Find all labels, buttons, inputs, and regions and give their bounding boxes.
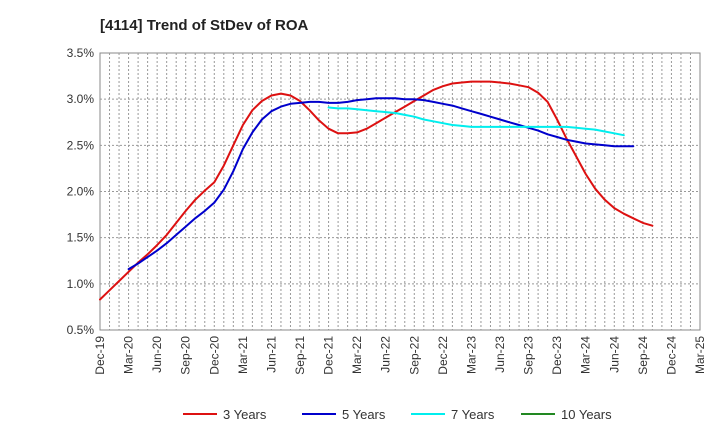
- chart-title: [4114] Trend of StDev of ROA: [100, 17, 309, 34]
- x-tick-label: Jun-21: [264, 336, 278, 373]
- x-tick-label: Mar-21: [236, 336, 250, 374]
- y-tick-label: 1.5%: [67, 231, 95, 245]
- series-lines: [99, 80, 654, 301]
- y-tick-label: 3.5%: [67, 46, 95, 60]
- y-tick-label: 0.5%: [67, 323, 95, 337]
- x-tick-label: Dec-19: [93, 336, 107, 375]
- x-tick-label: Jun-23: [493, 336, 507, 373]
- x-axis-ticks: Dec-19 Mar-20 Jun-20 Sep-20 Dec-20 Mar-21 Jun-…: [93, 336, 707, 375]
- x-tick-label: Sep-23: [522, 336, 536, 375]
- x-tick-label: Mar-25: [693, 336, 707, 374]
- x-tick-label: Mar-23: [464, 336, 478, 374]
- x-tick-label: Dec-22: [436, 336, 450, 375]
- legend-label: 5 Years: [342, 407, 386, 422]
- y-tick-label: 2.0%: [67, 185, 95, 199]
- x-tick-label: Sep-24: [636, 336, 650, 375]
- x-tick-label: Dec-20: [207, 336, 221, 375]
- legend-label: 3 Years: [223, 407, 267, 422]
- x-tick-label: Mar-24: [579, 336, 593, 374]
- x-tick-label: Dec-23: [550, 336, 564, 375]
- y-tick-label: 1.0%: [67, 277, 95, 291]
- x-tick-label: Sep-20: [179, 336, 193, 375]
- legend: 3 Years 5 Years 7 Years 10 Years: [183, 407, 612, 422]
- legend-label: 10 Years: [561, 407, 612, 422]
- x-tick-label: Jun-20: [150, 336, 164, 373]
- y-tick-label: 3.0%: [67, 92, 95, 106]
- x-tick-label: Jun-22: [379, 336, 393, 373]
- x-tick-label: Sep-21: [293, 336, 307, 375]
- x-tick-label: Mar-20: [122, 336, 136, 374]
- x-tick-label: Jun-24: [607, 336, 621, 373]
- x-tick-label: Mar-22: [350, 336, 364, 374]
- y-axis-ticks: 0.5% 1.0% 1.5% 2.0% 2.5% 3.0% 3.5%: [67, 46, 95, 337]
- series-line-3: [327, 106, 625, 137]
- x-tick-label: Sep-22: [407, 336, 421, 375]
- legend-label: 7 Years: [451, 407, 495, 422]
- series-line-2: [127, 97, 635, 271]
- x-tick-label: Dec-24: [664, 336, 678, 375]
- x-tick-label: Dec-21: [322, 336, 336, 375]
- y-tick-label: 2.5%: [67, 138, 95, 152]
